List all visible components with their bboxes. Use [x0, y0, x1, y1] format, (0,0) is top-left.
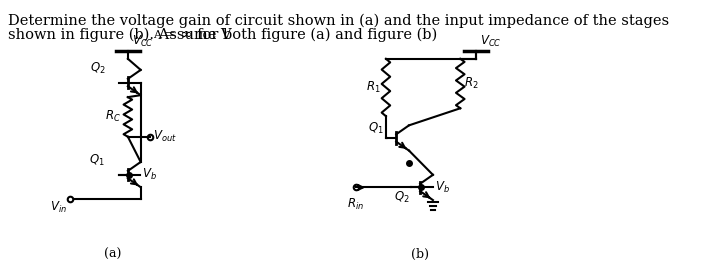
Text: $R_{in}$: $R_{in}$ [347, 197, 365, 212]
Text: $V_{out}$: $V_{out}$ [153, 129, 176, 144]
Text: $Q_1$: $Q_1$ [368, 121, 384, 136]
Text: (a): (a) [104, 248, 121, 261]
Text: A: A [154, 30, 162, 40]
Text: (b): (b) [411, 248, 429, 261]
Text: $V_{in}$: $V_{in}$ [50, 200, 67, 215]
Text: $Q_2$: $Q_2$ [90, 60, 106, 76]
Text: $Q_1$: $Q_1$ [90, 153, 106, 168]
Text: $Q_2$: $Q_2$ [394, 190, 409, 205]
Text: $V_b$: $V_b$ [142, 167, 157, 182]
Text: Determine the voltage gain of circuit shown in (a) and the input impedance of th: Determine the voltage gain of circuit sh… [8, 13, 669, 28]
Text: $V_b$: $V_b$ [435, 180, 450, 195]
Text: = ∞ for both figure (a) and figure (b): = ∞ for both figure (a) and figure (b) [159, 27, 438, 42]
Text: shown in figure (b). Assume V: shown in figure (b). Assume V [8, 27, 232, 42]
Text: $V_{CC}$: $V_{CC}$ [480, 34, 502, 49]
Text: $R_1$: $R_1$ [366, 80, 381, 95]
Text: $R_2$: $R_2$ [464, 76, 478, 91]
Text: $V_{CC}$: $V_{CC}$ [132, 34, 154, 49]
Text: $R_C$: $R_C$ [105, 109, 121, 124]
